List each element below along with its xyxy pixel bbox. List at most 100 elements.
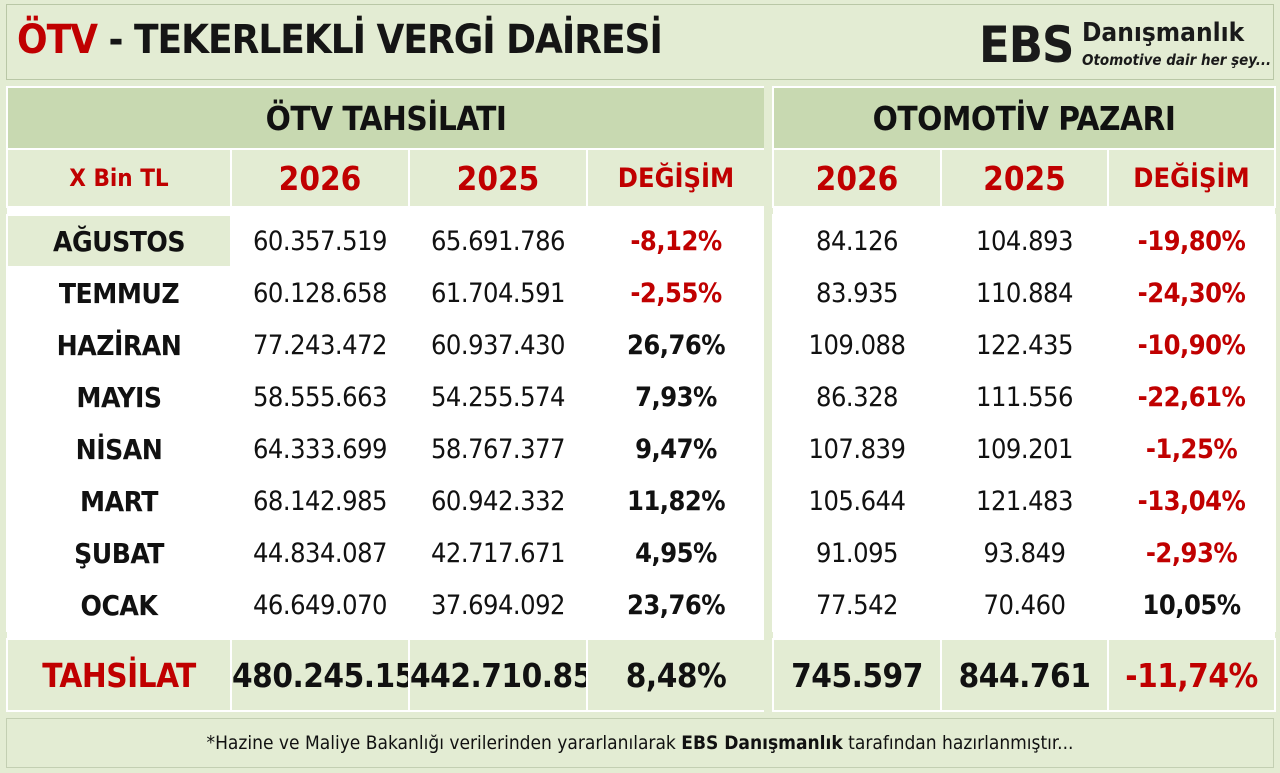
title-otv: ÖTV (17, 17, 98, 63)
market-2025-value: 93.849 (940, 526, 1109, 580)
footnote-pre: *Hazine ve Maliye Bakanlığı verilerinden… (206, 732, 682, 754)
logo-slogan: Otomotive dair her şey... (1082, 51, 1272, 69)
spacer (773, 631, 1276, 639)
otv-change-value: 23,76% (585, 578, 767, 632)
month-label: NİSAN (6, 422, 232, 476)
ebs-logo: EBS Danışmanlık Otomotive dair her şey..… (979, 15, 1271, 75)
table-row: TEMMUZ 60.128.658 61.704.591 -2,55% (6, 266, 767, 320)
otv-2026-value: 44.834.087 (230, 526, 410, 580)
market-2025-value: 70.460 (940, 578, 1109, 632)
otv-2025-value: 61.704.591 (408, 266, 588, 320)
month-label: OCAK (6, 578, 232, 632)
header-bar: ÖTV - TEKERLEKLİ VERGİ DAİRESİ EBS Danış… (6, 4, 1274, 80)
otv-2026-value: 60.357.519 (230, 214, 410, 268)
otv-2025-value: 37.694.092 (408, 578, 588, 632)
logo-sub: Danışmanlık (1082, 18, 1245, 48)
otv-2025-value: 54.255.574 (408, 370, 588, 424)
table-row: 84.126 104.893 -19,80% (772, 214, 1277, 268)
market-change-value: -19,80% (1106, 214, 1277, 268)
unit-label: X Bin TL (6, 148, 232, 208)
market-2026-value: 105.644 (772, 474, 942, 528)
market-rows: 84.126 104.893 -19,80% 83.935 110.884 -24,30%… (772, 214, 1277, 632)
market-2026-value: 84.126 (772, 214, 942, 268)
total-label: TAHSİLAT (6, 638, 232, 712)
market-2026-value: 109.088 (772, 318, 942, 372)
table-row: OCAK 46.649.070 37.694.092 23,76% (6, 578, 767, 632)
market-2026-value: 107.839 (772, 422, 942, 476)
auto-market-table: OTOMOTİV PAZARI 2026 2025 DEĞİŞİM 84.126… (771, 86, 1277, 712)
market-total-row: 745.597 844.761 -11,74% (772, 638, 1277, 712)
table-row: 77.542 70.460 10,05% (772, 578, 1277, 632)
table-row: MART 68.142.985 60.942.332 11,82% (6, 474, 767, 528)
otv-col-change: DEĞİŞİM (585, 148, 767, 208)
otv-2026-value: 64.333.699 (230, 422, 410, 476)
otv-change-value: 9,47% (585, 422, 767, 476)
market-total-2025: 844.761 (940, 638, 1109, 712)
table-row: ŞUBAT 44.834.087 42.717.671 4,95% (6, 526, 767, 580)
market-change-value: 10,05% (1106, 578, 1277, 632)
spacer (7, 207, 766, 215)
logo-main: EBS (979, 16, 1074, 74)
market-total-change: -11,74% (1106, 638, 1277, 712)
month-label: MART (6, 474, 232, 528)
market-change-value: -13,04% (1106, 474, 1277, 528)
otv-section-title: ÖTV TAHSİLATI (5, 86, 767, 150)
otv-total-row: TAHSİLAT 480.245.151 442.710.854 8,48% (6, 638, 767, 712)
otv-total-2025: 442.710.854 (408, 638, 588, 712)
market-col-2025: 2025 (940, 148, 1109, 208)
otv-2026-value: 68.142.985 (230, 474, 410, 528)
table-row: 83.935 110.884 -24,30% (772, 266, 1277, 320)
market-change-value: -24,30% (1106, 266, 1277, 320)
otv-change-value: -8,12% (585, 214, 767, 268)
market-2025-value: 122.435 (940, 318, 1109, 372)
source-footnote: *Hazine ve Maliye Bakanlığı verilerinden… (6, 718, 1274, 768)
otv-2025-value: 60.937.430 (408, 318, 588, 372)
table-row: MAYIS 58.555.663 54.255.574 7,93% (6, 370, 767, 424)
market-2026-value: 91.095 (772, 526, 942, 580)
spacer (7, 631, 766, 639)
table-row: 107.839 109.201 -1,25% (772, 422, 1277, 476)
otv-2026-value: 60.128.658 (230, 266, 410, 320)
market-change-value: -1,25% (1106, 422, 1277, 476)
footnote-bold: EBS Danışmanlık (681, 732, 843, 754)
footnote-post: tarafından hazırlanmıştır... (842, 732, 1074, 754)
table-row: 109.088 122.435 -10,90% (772, 318, 1277, 372)
month-label: MAYIS (6, 370, 232, 424)
table-row: 91.095 93.849 -2,93% (772, 526, 1277, 580)
market-2026-value: 83.935 (772, 266, 942, 320)
market-2026-value: 77.542 (772, 578, 942, 632)
otv-collection-table: ÖTV TAHSİLATI X Bin TL 2026 2025 DEĞİŞİM… (5, 86, 767, 712)
table-divider (764, 86, 772, 718)
otv-change-value: 4,95% (585, 526, 767, 580)
otv-col-2026: 2026 (230, 148, 410, 208)
otv-2025-value: 65.691.786 (408, 214, 588, 268)
otv-rows: AĞUSTOS 60.357.519 65.691.786 -8,12% TEMMUZ 6… (6, 214, 767, 632)
market-2025-value: 121.483 (940, 474, 1109, 528)
market-change-value: -2,93% (1106, 526, 1277, 580)
otv-2025-value: 58.767.377 (408, 422, 588, 476)
market-2025-value: 111.556 (940, 370, 1109, 424)
title-rest: - TEKERLEKLİ VERGİ DAİRESİ (97, 17, 663, 63)
market-change-value: -22,61% (1106, 370, 1277, 424)
otv-2026-value: 46.649.070 (230, 578, 410, 632)
spacer (773, 207, 1276, 215)
otv-total-2026: 480.245.151 (230, 638, 410, 712)
month-label: TEMMUZ (6, 266, 232, 320)
market-2025-value: 104.893 (940, 214, 1109, 268)
table-row: AĞUSTOS 60.357.519 65.691.786 -8,12% (6, 214, 767, 268)
market-section-title: OTOMOTİV PAZARI (771, 86, 1277, 150)
month-label: HAZİRAN (6, 318, 232, 372)
otv-col-2025: 2025 (408, 148, 588, 208)
otv-total-change: 8,48% (585, 638, 767, 712)
market-total-2026: 745.597 (772, 638, 942, 712)
month-label: AĞUSTOS (6, 214, 232, 268)
otv-change-value: 26,76% (585, 318, 767, 372)
market-2025-value: 110.884 (940, 266, 1109, 320)
market-change-value: -10,90% (1106, 318, 1277, 372)
otv-2026-value: 77.243.472 (230, 318, 410, 372)
market-2026-value: 86.328 (772, 370, 942, 424)
otv-change-value: 7,93% (585, 370, 767, 424)
page-title: ÖTV - TEKERLEKLİ VERGİ DAİRESİ (17, 17, 663, 63)
otv-change-value: 11,82% (585, 474, 767, 528)
month-label: ŞUBAT (6, 526, 232, 580)
